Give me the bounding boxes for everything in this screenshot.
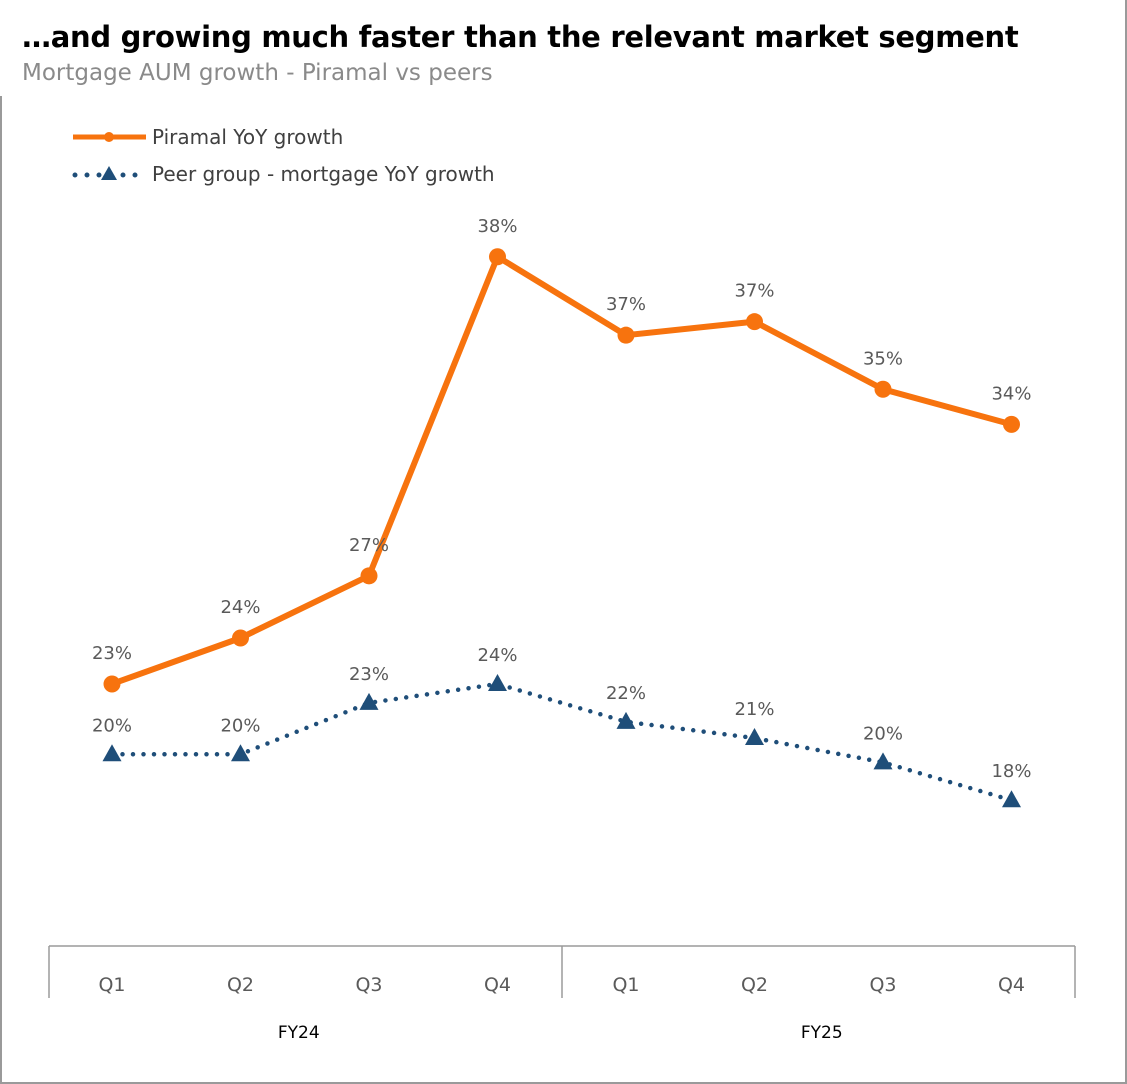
- data-label: 22%: [606, 683, 646, 704]
- data-label: 21%: [734, 699, 774, 720]
- data-label: 34%: [991, 383, 1031, 404]
- series-piramal: 23% 24% 27% 38% 37% 37% 35% 34%: [92, 216, 1032, 693]
- data-label: 37%: [734, 281, 774, 302]
- data-point-marker: [232, 629, 249, 647]
- data-point-marker: [359, 692, 379, 710]
- legend-item-piramal: Piramal YoY growth: [73, 125, 343, 149]
- chart-legend: Piramal YoY growth Peer group - mortgage…: [72, 125, 495, 186]
- series-line: [109, 681, 1014, 803]
- plot-area: 23%24%27%38%37%37%35%34%20% 20%23%24%22%2…: [92, 216, 1032, 808]
- frame-left-border: [0, 96, 2, 1084]
- legend-swatch-peer-marker: [101, 166, 117, 180]
- data-point-marker: [745, 728, 764, 746]
- data-point-marker: [873, 752, 893, 770]
- legend-label-peer: Peer group - mortgage YoY growth: [152, 162, 495, 186]
- x-tick-label: Q2: [741, 974, 768, 996]
- category-axis: Q1 Q2 Q3 Q4 Q1 Q2 Q3 Q4 FY24 FY25: [48, 945, 1076, 1043]
- data-label: 24%: [477, 645, 517, 666]
- data-label: 35%: [863, 348, 903, 369]
- data-label: 27%: [349, 535, 389, 556]
- data-label: 37%: [606, 294, 646, 315]
- data-label: 23%: [92, 643, 132, 664]
- data-point-marker: [103, 675, 121, 693]
- data-point-marker: [489, 248, 506, 266]
- data-label: 20%: [220, 715, 260, 736]
- legend-item-peer: Peer group - mortgage YoY growth: [72, 162, 495, 186]
- data-label: 20%: [92, 715, 132, 736]
- data-point-marker: [102, 744, 122, 762]
- series-line: [109, 253, 1015, 687]
- data-label: 20%: [863, 723, 903, 744]
- data-point-marker: [874, 380, 892, 398]
- x-group-label: FY24: [278, 1023, 320, 1043]
- x-group-label: FY25: [801, 1023, 843, 1043]
- data-label: 38%: [477, 216, 517, 237]
- data-point-marker: [617, 326, 635, 344]
- data-label: 23%: [349, 664, 389, 685]
- data-point-marker: [360, 567, 378, 585]
- x-tick-label: Q1: [612, 974, 639, 996]
- legend-swatch-piramal-marker: [104, 132, 114, 142]
- data-point-marker: [1002, 790, 1021, 808]
- x-tick-label: Q1: [98, 974, 125, 996]
- page-subtitle: Mortgage AUM growth - Piramal vs peers: [22, 60, 493, 86]
- series-peer: 20% 20% 23% 24% 22% 21% 20% 18%: [92, 645, 1032, 808]
- x-tick-label: Q4: [484, 974, 511, 996]
- data-point-marker: [231, 744, 250, 762]
- legend-label-piramal: Piramal YoY growth: [152, 125, 343, 149]
- x-tick-label: Q4: [998, 974, 1025, 996]
- x-tick-label: Q3: [355, 974, 382, 996]
- data-point-marker: [746, 313, 763, 331]
- data-point-marker: [1003, 415, 1020, 433]
- data-label: 24%: [220, 597, 260, 618]
- data-point-marker: [488, 673, 507, 691]
- data-point-marker: [616, 711, 636, 729]
- data-label: 18%: [991, 761, 1031, 782]
- page-title: …and growing much faster than the releva…: [22, 20, 1019, 54]
- x-tick-label: Q2: [227, 974, 254, 996]
- x-tick-label: Q3: [869, 974, 896, 996]
